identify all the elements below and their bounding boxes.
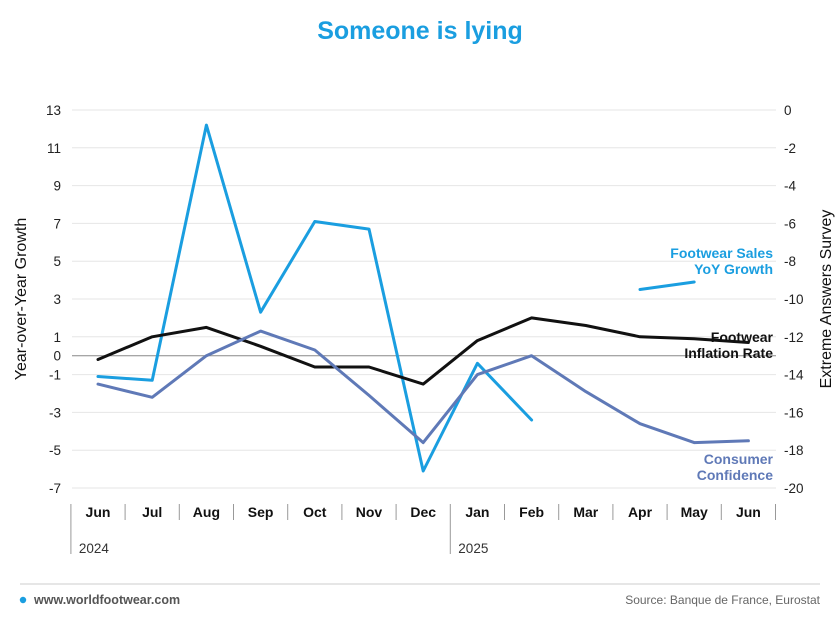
year-label: 2025	[458, 541, 488, 556]
y-left-axis-title: Year-over-Year Growth	[13, 218, 30, 380]
y-left-tick-label: 13	[46, 103, 61, 118]
series-lines	[96, 123, 750, 473]
x-tick-label: Mar	[573, 504, 598, 520]
y-left-tick-label: -1	[49, 368, 61, 383]
grid	[72, 109, 776, 489]
y-right-tick-label: -20	[784, 481, 804, 496]
x-tick-label: May	[681, 504, 708, 520]
x-tick-label: Nov	[356, 504, 383, 520]
y-left-tick-label: 7	[53, 216, 61, 231]
y-right-tick-label: -18	[784, 443, 804, 458]
y-right-tick-label: -14	[784, 368, 804, 383]
y-right-tick-label: -10	[784, 292, 804, 307]
footwear-inflation-rate-line	[96, 316, 750, 386]
x-tick-label: Jun	[736, 504, 761, 520]
y-left-tick-label: 0	[53, 349, 61, 364]
y-left-tick-label: 9	[53, 179, 61, 194]
x-tick-label: Oct	[303, 504, 327, 520]
consumer-confidence-label: Consumer	[704, 451, 774, 467]
source-note: Source: Banque de France, Eurostat	[625, 593, 820, 607]
year-label: 2024	[79, 541, 110, 556]
y-right-axis-title: Extreme Answers Survey	[818, 210, 835, 389]
y-right-tick-label: -6	[784, 216, 796, 231]
y-left-tick-label: -7	[49, 481, 61, 496]
x-tick-label: Jan	[465, 504, 489, 520]
y-right-tick-label: -2	[784, 141, 796, 156]
y-left-tick-label: 3	[53, 292, 61, 307]
y-left-tick-label: 11	[47, 141, 61, 156]
axes: 13 11 9 7 5 3 1 0 -1 -3 -5 -7 0 -2 -4 -6 -8 -10 -12 -14 -16 -…	[13, 103, 835, 556]
footwear-sales-yoy-growth-label: Footwear Sales	[670, 245, 773, 261]
footwear-inflation-rate-label: Inflation Rate	[684, 345, 773, 361]
website-bullet-icon	[19, 596, 27, 604]
footer: www.worldfootwear.com Source: Banque de …	[19, 583, 821, 607]
x-tick-label: Apr	[628, 504, 653, 520]
y-right-tick-label: -4	[784, 179, 796, 194]
x-tick-label: Sep	[248, 504, 274, 520]
y-right-tick-label: -16	[784, 405, 804, 420]
y-left-tick-label: 1	[53, 330, 61, 345]
y-left-tick-label: -3	[49, 405, 61, 420]
footwear-inflation-rate-label: Footwear	[711, 329, 774, 345]
footwear-sales-yoy-growth-label: YoY Growth	[694, 261, 773, 277]
y-left-tick-label: -5	[49, 443, 61, 458]
y-right-tick-label: -8	[784, 254, 796, 269]
x-tick-label: Jul	[142, 504, 162, 520]
x-tick-label: Aug	[193, 504, 220, 520]
x-tick-label: Feb	[519, 504, 544, 520]
y-right-tick-label: 0	[784, 103, 792, 118]
website-link[interactable]: www.worldfootwear.com	[33, 593, 180, 607]
consumer-confidence-line	[96, 329, 750, 445]
y-right-tick-label: -12	[784, 330, 804, 345]
x-tick-label: Dec	[410, 504, 436, 520]
consumer-confidence-label: Confidence	[697, 467, 773, 483]
chart-title: Someone is lying	[317, 17, 523, 45]
x-tick-label: Jun	[86, 504, 111, 520]
y-left-tick-label: 5	[53, 254, 61, 269]
